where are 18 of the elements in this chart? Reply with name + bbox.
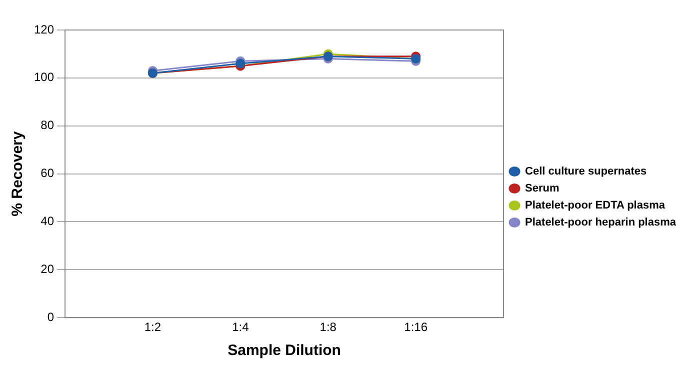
legend-label: Platelet-poor EDTA plasma — [525, 200, 666, 212]
y-tick-label: 120 — [34, 22, 54, 36]
legend-label: Platelet-poor heparin plasma — [525, 216, 677, 229]
legend-label: Cell culture supernates — [525, 166, 647, 178]
y-axis-title: % Recovery — [9, 130, 26, 216]
y-tick-label: 0 — [47, 310, 54, 324]
legend-label: Serum — [525, 182, 560, 195]
y-tick-label: 60 — [40, 166, 54, 180]
x-axis-title: Sample Dilution — [228, 342, 341, 360]
x-tick-label: 1:2 — [144, 320, 162, 334]
y-tick-label: 40 — [40, 214, 54, 228]
y-tick-label: 20 — [40, 262, 54, 276]
x-tick-label: 1:4 — [232, 320, 250, 334]
y-tick-label: 100 — [34, 70, 54, 84]
x-tick-label: 1:16 — [404, 320, 428, 334]
point — [236, 58, 246, 68]
x-tick-label: 1:8 — [320, 320, 337, 334]
y-tick-label: 80 — [40, 118, 54, 132]
